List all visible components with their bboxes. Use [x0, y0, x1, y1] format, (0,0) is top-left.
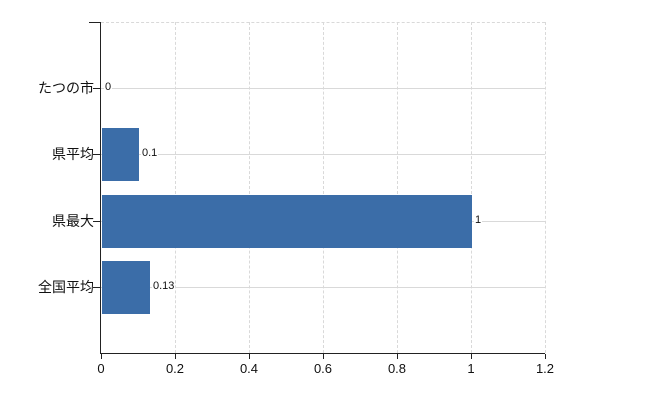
x-axis-tick — [175, 354, 176, 359]
bar-value-label: 0.13 — [152, 280, 176, 293]
grid-line-vertical — [545, 22, 546, 353]
grid-line-vertical — [471, 22, 472, 353]
y-axis-tick — [93, 88, 101, 89]
y-axis-tick — [93, 287, 101, 288]
y-axis-tick — [93, 154, 101, 155]
y-axis-tick — [93, 221, 101, 222]
x-axis-tick — [323, 354, 324, 359]
x-axis-tick — [397, 354, 398, 359]
x-axis-tick-label: 0.4 — [239, 361, 259, 376]
x-axis-tick-label: 0 — [97, 361, 105, 376]
y-axis-top-tick — [89, 22, 101, 23]
bar — [102, 195, 472, 248]
x-axis-tick-label: 1 — [467, 361, 475, 376]
grid-line-vertical — [175, 22, 176, 353]
bar — [102, 128, 139, 181]
bar-value-label: 1 — [474, 214, 483, 227]
x-axis-tick — [101, 354, 102, 359]
x-axis-tick — [545, 354, 546, 359]
grid-line-vertical — [397, 22, 398, 353]
x-axis-line — [100, 353, 545, 354]
bar-value-label: 0.1 — [141, 147, 159, 160]
x-axis-tick-label: 0.6 — [313, 361, 333, 376]
x-axis-tick-label: 0.8 — [387, 361, 407, 376]
x-axis-tick — [249, 354, 250, 359]
bar — [102, 261, 150, 314]
y-axis-line — [100, 22, 101, 354]
category-label: 全国平均 — [38, 279, 94, 295]
x-axis-tick — [471, 354, 472, 359]
category-label: たつの市 — [38, 80, 94, 96]
bar-value-label: 0 — [104, 81, 113, 94]
category-label: 県最大 — [52, 213, 94, 229]
category-label: 県平均 — [52, 146, 94, 162]
x-axis-tick-label: 0.2 — [165, 361, 185, 376]
plot-area-top-border — [101, 22, 545, 23]
grid-line-vertical — [323, 22, 324, 353]
x-axis-tick-label: 1.2 — [535, 361, 555, 376]
grid-line-vertical — [249, 22, 250, 353]
